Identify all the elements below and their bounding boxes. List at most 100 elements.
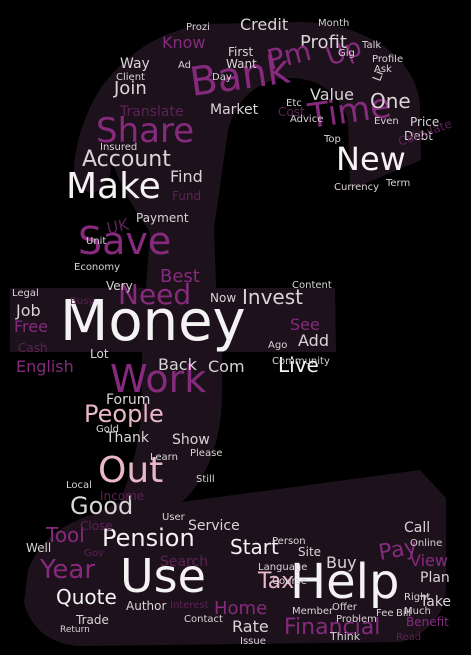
word-ad: Ad xyxy=(178,60,191,71)
word-show: Show xyxy=(172,432,210,448)
word-tax: Tax xyxy=(257,569,294,594)
word-rate: Rate xyxy=(232,617,269,636)
word-read: Read xyxy=(396,632,421,643)
word-top: Top xyxy=(323,134,341,145)
word-forum: Forum xyxy=(106,392,150,408)
word-view: View xyxy=(410,551,448,570)
word-share: Share xyxy=(96,111,194,151)
word-translate: Translate xyxy=(119,104,184,120)
word-course: Course xyxy=(272,576,307,587)
word-first: First xyxy=(228,45,254,59)
word-very: Very xyxy=(106,279,133,293)
word-term: Term xyxy=(385,178,410,189)
word-benefit: Benefit xyxy=(406,615,449,629)
word-contact: Contact xyxy=(184,614,223,625)
word-take: Take xyxy=(419,594,451,610)
word-ask: Ask xyxy=(374,64,392,75)
word-use: Use xyxy=(120,549,206,603)
word-interest: Interest xyxy=(170,600,209,611)
word-unit: Unit xyxy=(86,236,106,247)
word-close: Close xyxy=(80,519,113,533)
word-etc: Etc xyxy=(286,98,302,109)
word-help: Help xyxy=(290,554,399,610)
word-com: Com xyxy=(208,357,245,376)
word-invest: Invest xyxy=(242,285,303,309)
word-see: See xyxy=(290,315,320,334)
word-bill: Bill xyxy=(396,608,411,619)
word-english: English xyxy=(16,357,74,376)
word-gig: Gig xyxy=(338,48,355,59)
word-community: Community xyxy=(272,356,330,367)
word-gov: Gov xyxy=(84,548,104,559)
word-payment: Payment xyxy=(136,211,189,225)
word-price: Price xyxy=(410,115,439,129)
word-insured: Insured xyxy=(100,142,137,153)
word-free: Free xyxy=(14,317,48,336)
word-site: Site xyxy=(298,545,321,559)
pound-sign-shape xyxy=(10,22,446,646)
word-credit: Credit xyxy=(240,15,288,34)
word-value: Value xyxy=(310,85,354,104)
word-find: Find xyxy=(170,167,203,186)
word-out: Out xyxy=(98,450,163,491)
word-plan: Plan xyxy=(420,570,450,586)
word-li: Li xyxy=(370,69,387,83)
word-debt: Debt xyxy=(404,129,433,143)
word-way: Way xyxy=(120,56,150,72)
word-income: Income xyxy=(100,489,144,503)
word-thank: Thank xyxy=(105,430,150,446)
word-author: Author xyxy=(126,599,166,613)
word-year: Year xyxy=(39,555,95,585)
word-please: Please xyxy=(190,448,222,459)
word-people: People xyxy=(84,400,164,428)
word-language: Language xyxy=(258,562,307,573)
word-client: Client xyxy=(116,72,145,83)
word-live: Live xyxy=(278,353,319,377)
word-well: Well xyxy=(26,541,51,555)
word-best: Best xyxy=(160,266,200,287)
word-one: One xyxy=(370,89,411,113)
word-think: Think xyxy=(329,630,361,643)
word-much: Much xyxy=(404,606,431,617)
word-quote: Quote xyxy=(56,585,117,609)
word-learn: Learn xyxy=(150,452,178,463)
word-market: Market xyxy=(210,102,259,118)
word-gold: Gold xyxy=(96,424,119,435)
word-need: Need xyxy=(118,278,191,311)
word-home: Home xyxy=(214,598,267,619)
word-start: Start xyxy=(230,535,279,559)
word-back: Back xyxy=(158,355,198,374)
word-return: Return xyxy=(60,625,90,635)
word-call: Call xyxy=(404,520,430,536)
word-join: Join xyxy=(113,78,147,99)
word-uk: UK xyxy=(105,215,131,238)
word-work: Work xyxy=(110,357,206,401)
word-offer: Offer xyxy=(332,602,358,613)
word-busy: Busy xyxy=(70,296,94,307)
word-still: Still xyxy=(196,474,215,485)
word-lot: Lot xyxy=(90,347,109,361)
word-add: Add xyxy=(298,331,329,350)
word-good: Good xyxy=(70,492,133,520)
word-online: Online xyxy=(410,538,442,549)
word-user: User xyxy=(162,512,186,523)
words-layer: MoneyHelpUseBankWorkSaveOutMakeShareNewT… xyxy=(12,15,454,647)
word-want: Want xyxy=(226,57,257,71)
word-save: Save xyxy=(78,219,171,263)
word-advice: Advice xyxy=(290,114,323,125)
word-fund: Fund xyxy=(172,189,201,203)
word-currency: Currency xyxy=(334,182,379,193)
word-profit: Profit xyxy=(300,32,347,53)
word-month: Month xyxy=(318,18,349,29)
word-problem: Problem xyxy=(336,614,377,625)
word-buy: Buy xyxy=(326,553,357,572)
word-person: Person xyxy=(272,536,306,547)
word-day: Day xyxy=(212,72,232,83)
word-service: Service xyxy=(188,518,240,534)
word-trade: Trade xyxy=(75,613,109,627)
word-legal: Legal xyxy=(12,288,39,299)
word-right: Right xyxy=(404,592,430,603)
word-make: Make xyxy=(66,166,161,207)
word-issue: Issue xyxy=(240,636,266,647)
